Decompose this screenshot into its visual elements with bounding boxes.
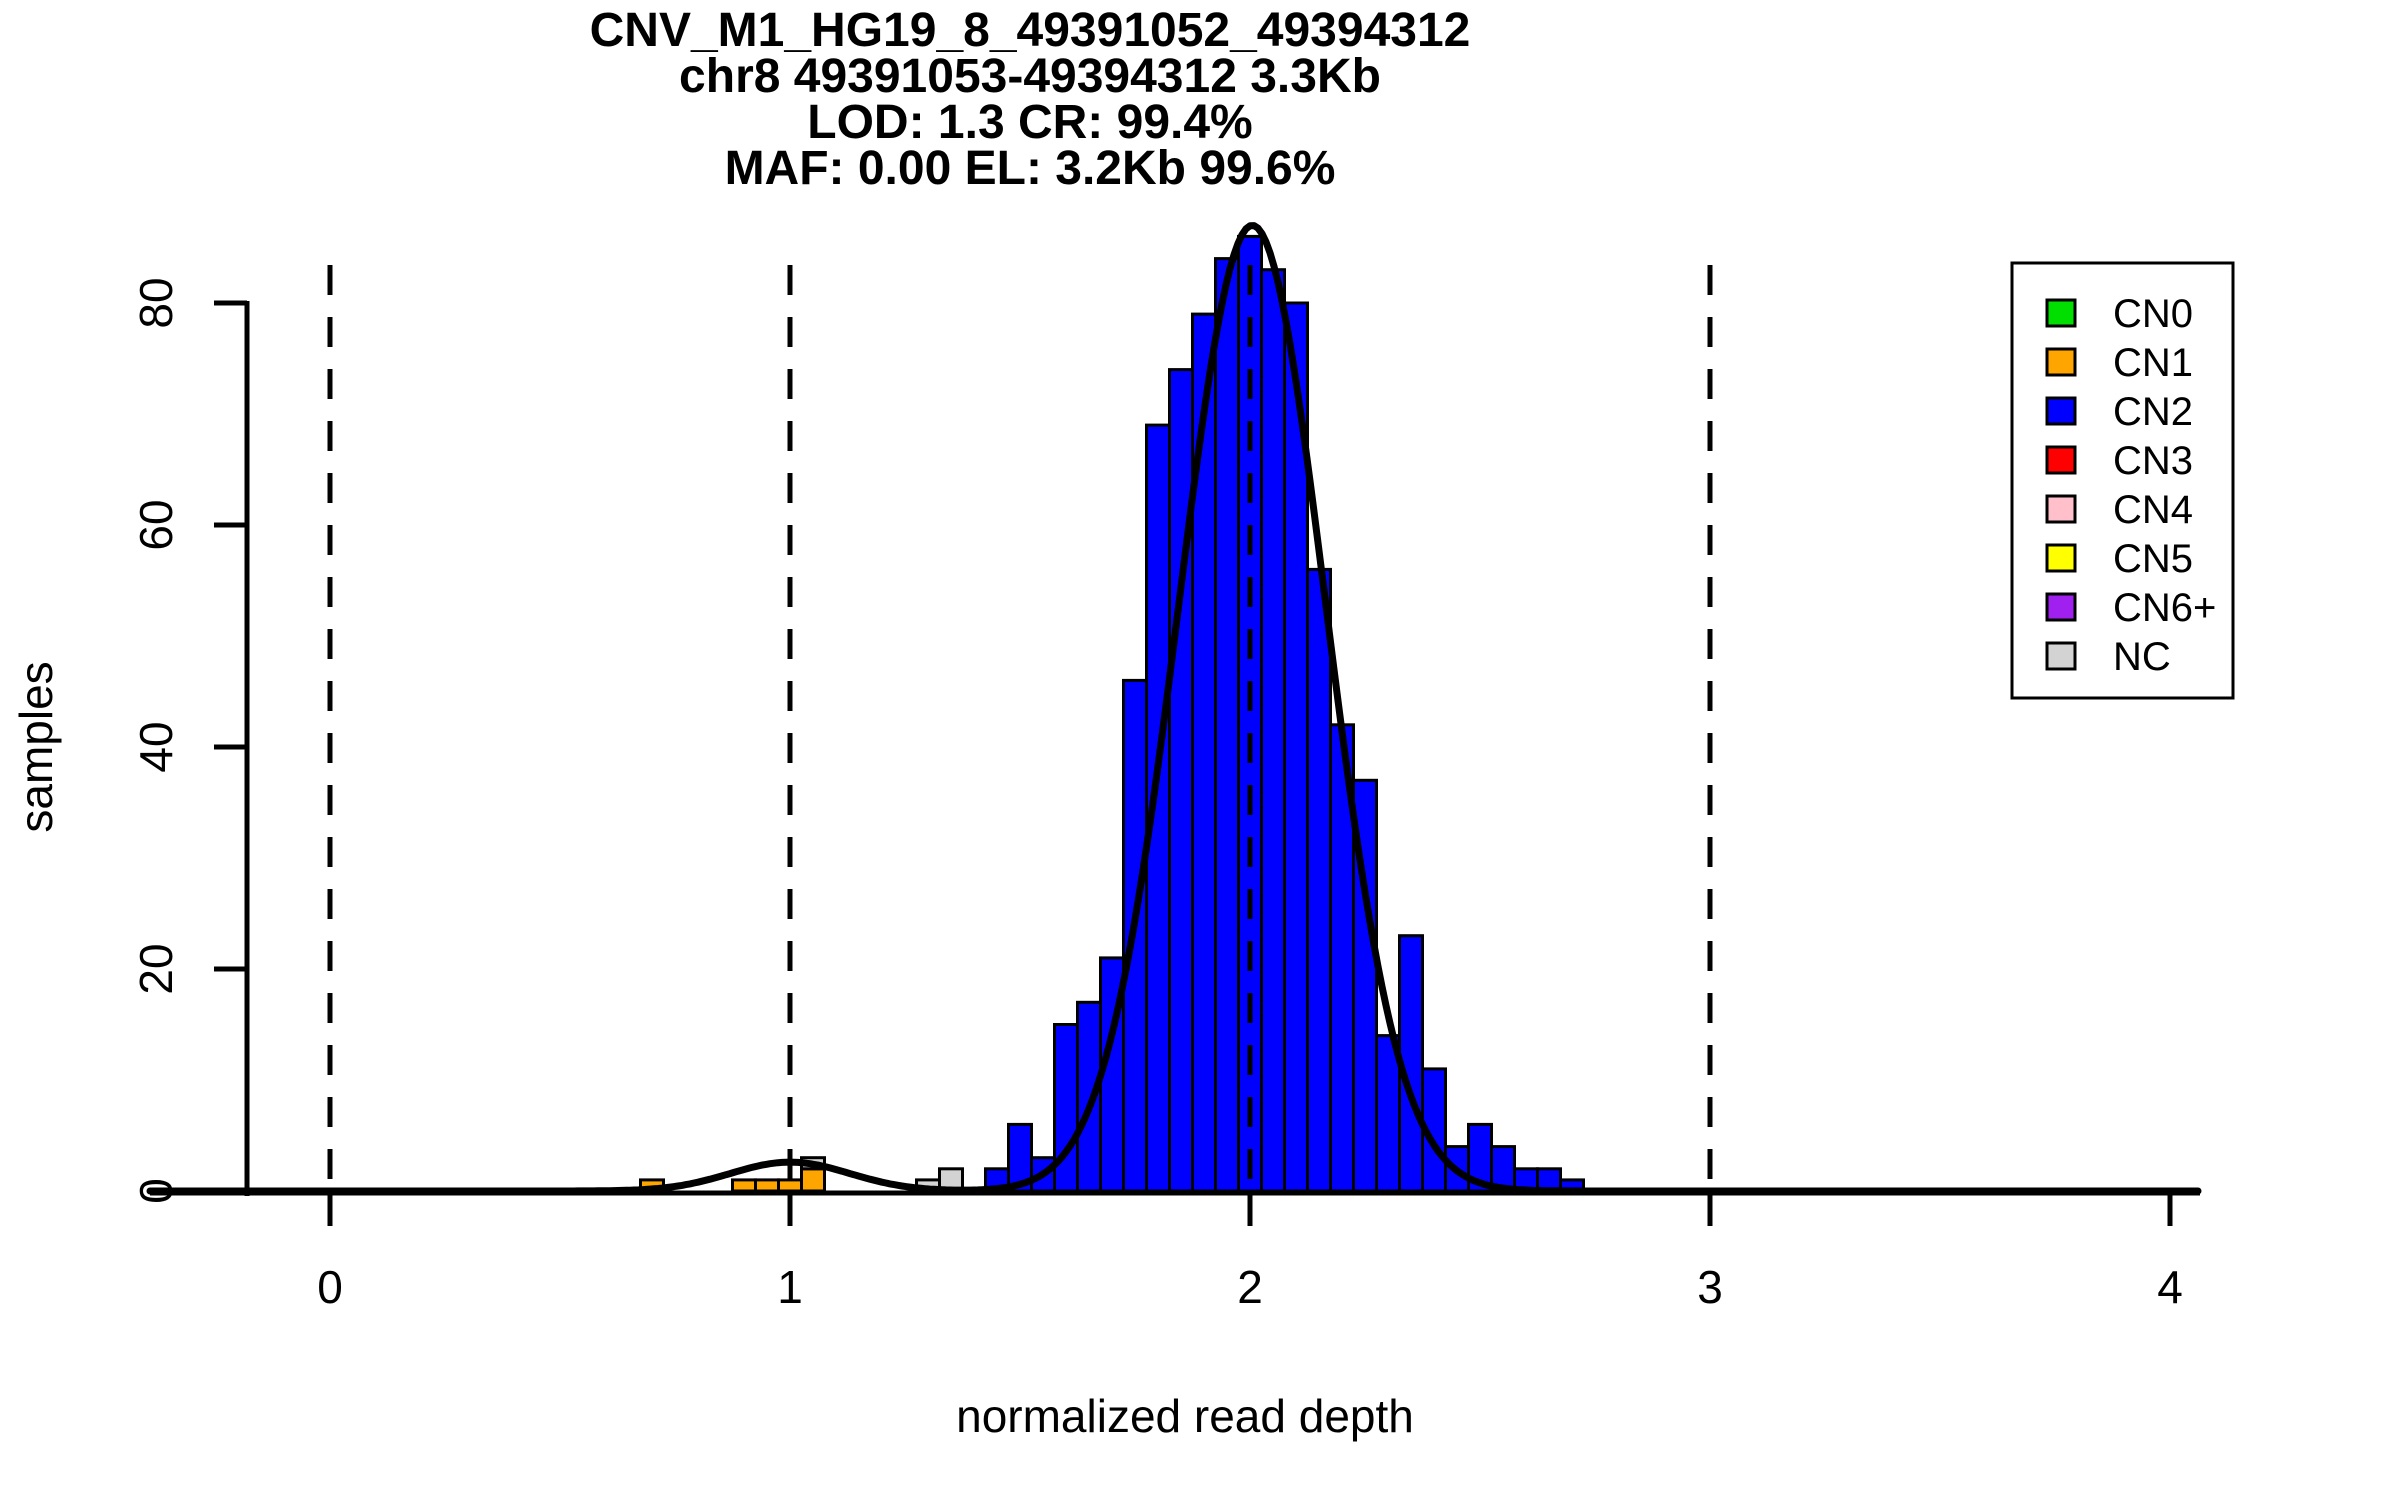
histogram-bar-cn1 [800, 1167, 826, 1193]
legend-box [2010, 261, 2235, 700]
histogram-bar-cn2 [1260, 268, 1286, 1193]
y-tick-label: 80 [130, 277, 182, 328]
x-axis-title: normalized read depth [956, 1390, 1414, 1442]
x-tick-label: 4 [2157, 1261, 2183, 1313]
legend-swatch-cn3 [2045, 445, 2077, 475]
legend-swatch-cn0 [2045, 298, 2077, 328]
legend-swatch-cn2 [2045, 396, 2077, 426]
histogram-bar-cn1 [731, 1178, 757, 1193]
x-tick-label: 2 [1237, 1261, 1263, 1313]
plot-title-line-4: MAF: 0.00 EL: 3.2Kb 99.6% [725, 142, 1336, 195]
histogram-bar-cn2 [1168, 368, 1194, 1193]
legend-swatch-cn1 [2045, 347, 2077, 377]
legend-label-cn2: CN2 [2113, 390, 2193, 434]
legend-label-cn6plus: CN6+ [2113, 586, 2216, 630]
legend-label-cn5: CN5 [2113, 537, 2193, 581]
y-tick-label: 40 [130, 721, 182, 772]
legend-swatch-cn5 [2045, 543, 2077, 573]
y-axis-title: samples [10, 661, 62, 832]
plot-title-line-3: LOD: 1.3 CR: 99.4% [807, 96, 1252, 149]
plot-title-line-1: CNV_M1_HG19_8_49391052_49394312 [590, 4, 1471, 57]
histogram-bar-cn2 [1306, 567, 1332, 1193]
legend-swatch-cn4 [2045, 494, 2077, 524]
histogram-bar-cn2 [1214, 257, 1240, 1193]
y-tick-label: 0 [130, 1178, 182, 1204]
histogram-bar-cn1 [777, 1178, 803, 1193]
plot-title-line-2: chr8 49391053-49394312 3.3Kb [679, 50, 1381, 103]
y-tick-label: 20 [130, 943, 182, 994]
legend-swatch-cn6plus [2045, 592, 2077, 622]
legend-label-cn0: CN0 [2113, 292, 2193, 336]
legend-swatch-nc [2045, 641, 2077, 671]
legend-label-cn1: CN1 [2113, 341, 2193, 385]
x-tick-label: 3 [1697, 1261, 1723, 1313]
x-tick-label: 1 [777, 1261, 803, 1313]
x-tick-label: 0 [317, 1261, 343, 1313]
y-tick-label: 60 [130, 499, 182, 550]
histogram-bar-cn1 [754, 1178, 780, 1193]
legend-label-nc: NC [2113, 635, 2171, 679]
legend-label-cn4: CN4 [2113, 488, 2193, 532]
legend-label-cn3: CN3 [2113, 439, 2193, 483]
